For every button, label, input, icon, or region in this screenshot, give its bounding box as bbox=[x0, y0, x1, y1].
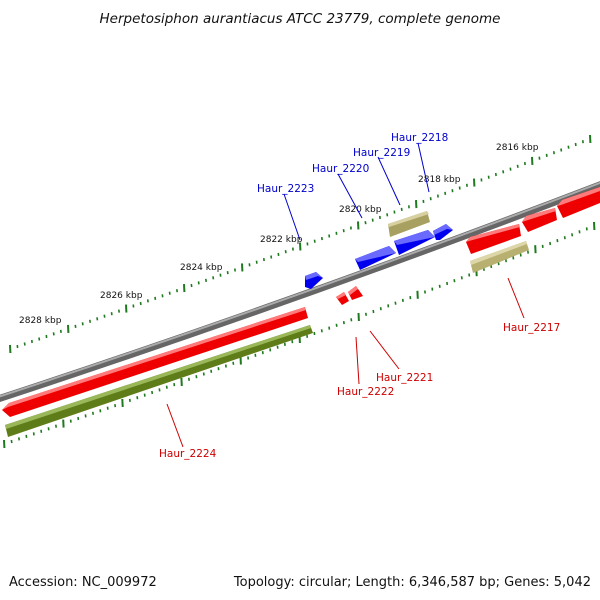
reverse-features bbox=[2, 187, 600, 437]
gene-label-haur-2223[interactable]: Haur_2223 bbox=[257, 183, 314, 195]
gene-arrow-haur-2222[interactable] bbox=[336, 292, 349, 305]
gene-arrow-haur-2224[interactable] bbox=[2, 307, 308, 417]
label-leader-lines bbox=[166, 142, 525, 448]
ruler-ticks-lower bbox=[3, 221, 596, 449]
ruler-label: 2820 kbp bbox=[339, 205, 382, 215]
gene-arrow-haur-2221[interactable] bbox=[348, 286, 363, 300]
ruler-label: 2824 kbp bbox=[180, 263, 223, 273]
gene-arrow-haur-2219[interactable] bbox=[394, 230, 435, 255]
gene-label-haur-2221[interactable]: Haur_2221 bbox=[376, 372, 433, 384]
gene-arrow-segment[interactable] bbox=[557, 187, 600, 218]
gene-label-haur-2218[interactable]: Haur_2218 bbox=[391, 132, 448, 144]
ruler-label: 2822 kbp bbox=[260, 235, 303, 245]
gene-arrow-haur-2220[interactable] bbox=[355, 246, 396, 270]
map-title: Herpetosiphon aurantiacus ATCC 23779, co… bbox=[100, 11, 501, 27]
gene-arrow-segment[interactable] bbox=[522, 208, 557, 232]
gene-label-haur-2220[interactable]: Haur_2220 bbox=[312, 163, 369, 175]
gene-arrow-haur-2218[interactable] bbox=[433, 224, 453, 240]
feature-bar-haur-2224 bbox=[5, 325, 313, 437]
feature-box-forward bbox=[388, 211, 430, 237]
accession-text: Accession: NC_009972 bbox=[9, 575, 157, 590]
ruler-label: 2828 kbp bbox=[19, 316, 62, 326]
ruler-label: 2826 kbp bbox=[100, 291, 143, 301]
genome-summary-text: Topology: circular; Length: 6,346,587 bp… bbox=[233, 575, 591, 590]
feature-box-haur-2217 bbox=[470, 241, 529, 273]
gene-label-haur-2224[interactable]: Haur_2224 bbox=[159, 448, 217, 460]
gene-label-haur-2217[interactable]: Haur_2217 bbox=[503, 322, 560, 334]
gene-arrow-haur-2223[interactable] bbox=[305, 272, 323, 289]
gene-label-haur-2219[interactable]: Haur_2219 bbox=[353, 147, 410, 159]
gene-label-haur-2222[interactable]: Haur_2222 bbox=[337, 386, 394, 398]
forward-features bbox=[305, 211, 453, 289]
gene-arrow-haur-2217[interactable] bbox=[466, 224, 521, 254]
genome-backbone bbox=[0, 181, 600, 403]
ruler-label: 2818 kbp bbox=[418, 175, 461, 185]
ruler-label: 2816 kbp bbox=[496, 143, 539, 153]
ruler-ticks-upper bbox=[9, 134, 592, 354]
